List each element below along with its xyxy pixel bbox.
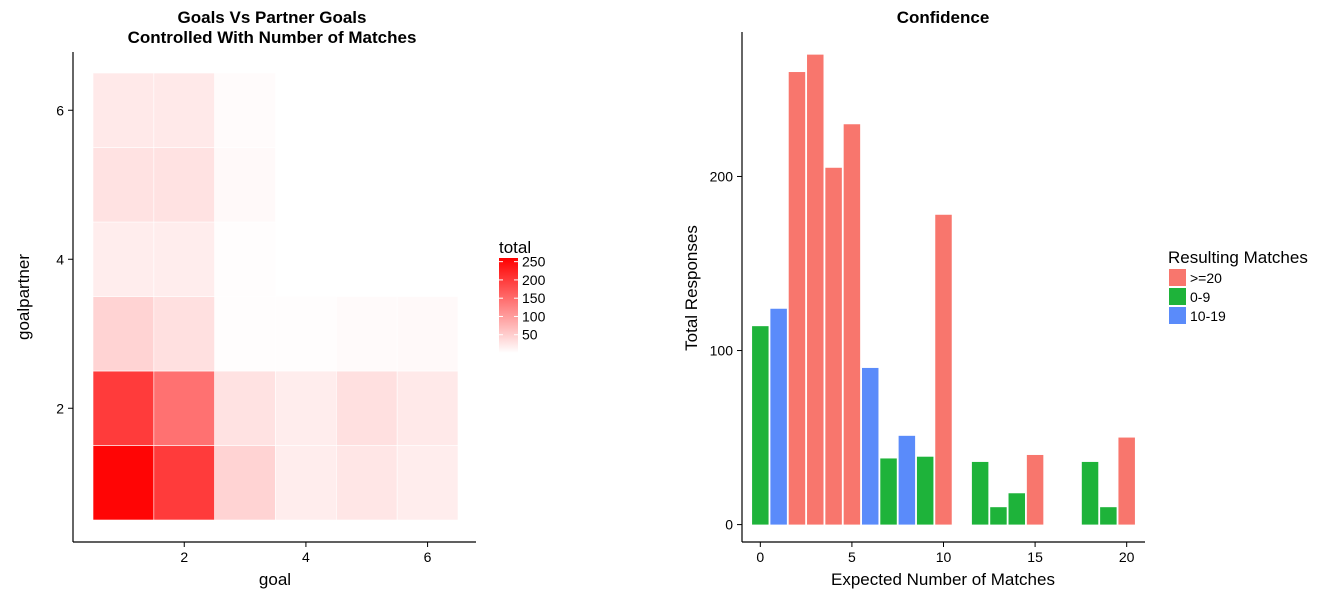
heatmap-cell: [153, 72, 215, 148]
bar-chart-y-tick-label: 0: [725, 517, 733, 533]
bar: [935, 214, 952, 525]
heatmap-x-tick-label: 6: [424, 549, 432, 565]
bar-chart-x-axis-label: Expected Number of Matches: [831, 570, 1055, 589]
bar-chart-legend-label: >=20: [1190, 270, 1222, 286]
bar-chart-x-tick-label: 10: [936, 549, 952, 565]
bar-chart-legend-key: [1169, 288, 1186, 305]
bar: [1008, 493, 1026, 525]
heatmap-title: Goals Vs Partner Goals: [178, 8, 367, 27]
bar: [1100, 507, 1117, 525]
heatmap-y-tick-label: 6: [56, 102, 64, 118]
heatmap-legend-tick-label: 150: [522, 290, 546, 306]
bar: [770, 308, 787, 525]
heatmap-cell: [275, 296, 337, 372]
heatmap-legend-colorbar: [499, 258, 518, 353]
heatmap-chart: Goals Vs Partner Goals Controlled With N…: [14, 8, 546, 589]
bar: [1081, 461, 1099, 525]
bar-chart-y-tick-label: 200: [710, 168, 734, 184]
heatmap-cell: [214, 221, 276, 297]
heatmap-cell: [153, 445, 215, 521]
heatmap-cell: [214, 370, 276, 446]
heatmap-legend-tick-label: 250: [522, 254, 546, 270]
bar-chart-legend-key: [1169, 307, 1186, 324]
bar-chart-x-tick-label: 5: [848, 549, 856, 565]
bar: [788, 72, 806, 525]
heatmap-legend-tick-label: 100: [522, 308, 546, 324]
heatmap-x-tick-label: 2: [180, 549, 188, 565]
heatmap-legend-title: total: [499, 238, 531, 257]
heatmap-cell: [275, 370, 337, 446]
bar: [880, 458, 897, 525]
heatmap-cell: [92, 72, 155, 148]
heatmap-cell: [336, 370, 398, 446]
bar-chart-legend-label: 10-19: [1190, 308, 1226, 324]
heatmap-x-axis-label: goal: [259, 570, 291, 589]
heatmap-cell: [153, 296, 215, 372]
heatmap-subtitle: Controlled With Number of Matches: [128, 28, 417, 47]
bar-chart-legend: Resulting Matches >=20 0-9 10-19: [1168, 248, 1308, 324]
bar: [916, 456, 934, 525]
bar: [990, 507, 1007, 525]
heatmap-cell: [214, 445, 276, 521]
heatmap-y-axis-label: goalpartner: [14, 254, 33, 340]
bar: [843, 124, 861, 525]
heatmap-cell: [92, 370, 155, 446]
heatmap-x-tick-label: 4: [302, 549, 310, 565]
bar-chart-x-tick-label: 15: [1027, 549, 1043, 565]
bar: [807, 54, 824, 525]
heatmap-cell: [92, 221, 155, 297]
heatmap-legend-tick-label: 50: [522, 327, 538, 343]
bar-chart-x-tick-label: 0: [756, 549, 764, 565]
heatmap-cell: [214, 296, 276, 372]
bar-chart-legend-label: 0-9: [1190, 289, 1210, 305]
heatmap-cell: [92, 445, 155, 521]
heatmap-cell: [153, 221, 215, 297]
heatmap-legend-tick-label: 200: [522, 272, 546, 288]
bar: [825, 167, 842, 525]
bar-chart-title: Confidence: [897, 8, 990, 27]
heatmap-cell: [214, 147, 276, 223]
bar: [861, 367, 879, 525]
heatmap-legend: total 50 100 150 200 250: [499, 238, 546, 353]
bar: [752, 326, 769, 525]
bar-chart-x-tick-label: 20: [1119, 549, 1135, 565]
bar: [1118, 437, 1135, 525]
heatmap-cell: [92, 147, 155, 223]
bar-chart-y-axis-label: Total Responses: [682, 225, 701, 351]
heatmap-cell: [153, 370, 215, 446]
heatmap-cell: [336, 445, 398, 521]
bar-chart-legend-key: [1169, 269, 1186, 286]
bar-chart-y-tick-label: 100: [710, 343, 734, 359]
heatmap-cell: [396, 296, 459, 372]
bar-chart-bars: [752, 54, 1135, 525]
heatmap-y-tick-label: 4: [56, 251, 64, 267]
bar: [898, 435, 916, 525]
heatmap-cell: [153, 147, 215, 223]
heatmap-cell: [214, 72, 276, 148]
heatmap-y-tick-label: 2: [56, 400, 64, 416]
bar-chart-legend-title: Resulting Matches: [1168, 248, 1308, 267]
heatmap-cell: [92, 296, 155, 372]
bar: [1026, 454, 1044, 525]
heatmap-cell: [396, 445, 459, 521]
bar: [971, 461, 989, 525]
heatmap-axes: 2 4 6 2 4 6: [56, 52, 476, 565]
heatmap-cell: [336, 296, 398, 372]
heatmap-cell: [396, 370, 459, 446]
heatmap-cells: [92, 72, 459, 521]
heatmap-cell: [275, 445, 337, 521]
